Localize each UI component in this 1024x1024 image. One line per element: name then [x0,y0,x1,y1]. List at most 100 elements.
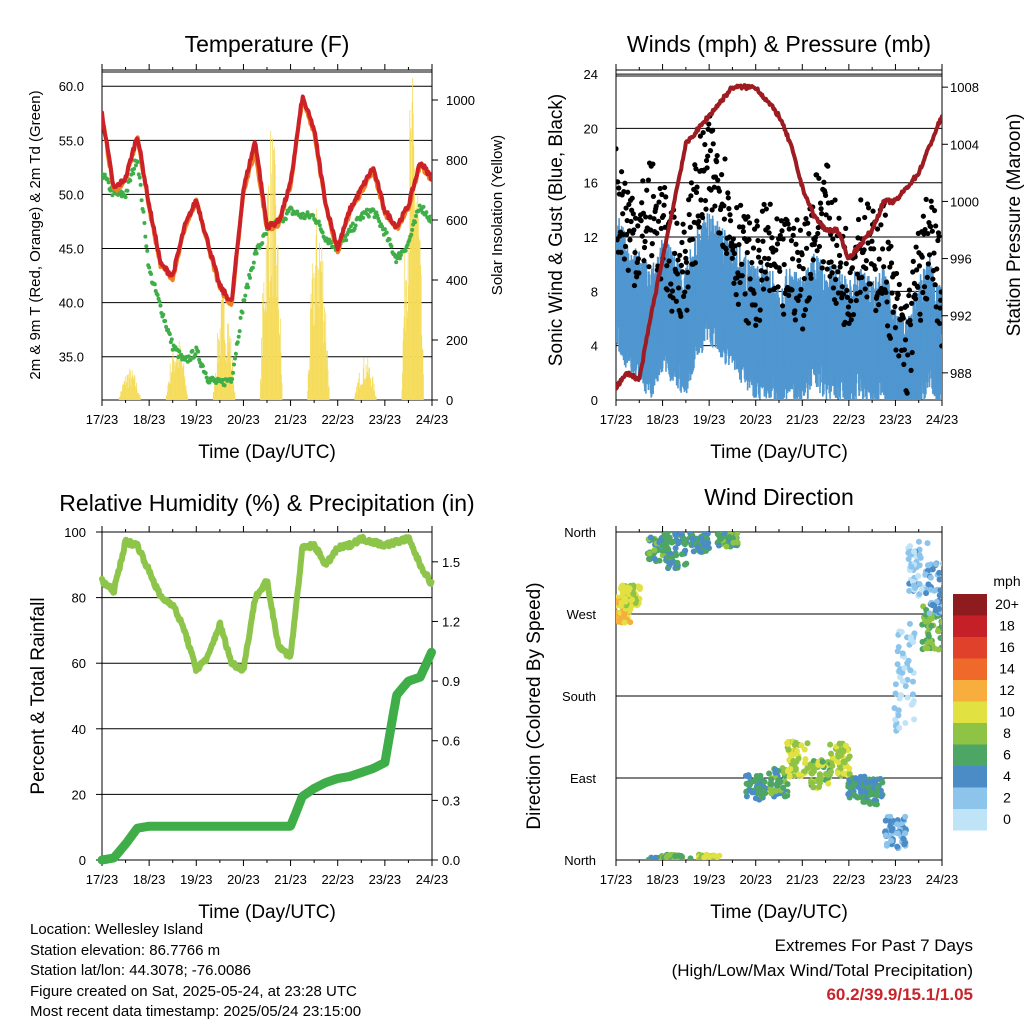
x-tick-label: 21/23 [786,412,819,427]
direction-point [896,668,903,675]
direction-point [895,643,902,650]
gust-point [885,239,891,245]
direction-point [710,852,717,859]
direction-point [790,757,797,764]
y2-tick-label: 992 [950,309,972,324]
direction-point [775,777,782,784]
x-tick-label: 21/23 [274,872,307,887]
gust-point [869,238,875,244]
gust-point [659,191,665,198]
direction-point [672,853,679,860]
extremes-subtitle: (High/Low/Max Wind/Total Precipitation) [671,960,973,980]
gust-point [815,230,821,237]
y-tick-label: 8 [591,284,598,299]
gust-point [627,237,633,243]
dewpoint-point [193,352,198,357]
y2-tick-label: 1000 [950,194,979,209]
direction-point [924,645,931,652]
gust-point [753,322,759,328]
direction-point [933,561,940,568]
gust-point [834,242,840,249]
gust-point [696,224,702,230]
direction-point [906,587,913,594]
direction-point [904,676,911,683]
direction-point [853,775,860,782]
station-info: Location: Wellesley Island Station eleva… [30,920,361,1023]
x-tick-label: 20/23 [739,872,772,887]
gust-point [878,222,884,228]
direction-point [681,536,688,543]
gust-point [816,175,822,181]
direction-point [941,571,942,574]
gust-point [870,208,876,214]
gust-point [681,229,687,235]
dewpoint-point [417,203,422,208]
y2-tick-label: 600 [446,213,468,228]
direction-point [730,539,737,546]
gust-point [700,129,706,136]
gust-point [803,245,810,251]
gust-point [731,280,737,286]
direction-point [828,750,835,757]
gust-point [931,250,937,256]
direction-point [767,789,774,796]
gust-point [661,202,667,208]
gust-point [678,262,684,269]
direction-point [834,769,841,776]
direction-cluster [905,538,932,599]
gust-point [810,257,816,263]
gust-point [630,211,636,217]
plot-area [616,532,951,860]
gust-point [915,284,921,290]
direction-point [906,543,913,550]
dewpoint-point [238,315,243,320]
gust-point [840,291,847,297]
dewpoint-point [348,224,353,229]
gust-point [934,266,940,272]
gust-point [758,259,764,265]
gust-point [817,200,824,206]
gust-point [653,203,659,209]
dewpoint-point [236,334,241,339]
gust-point [703,157,710,164]
dewpoint-point [230,377,235,382]
gust-point [898,306,904,312]
legend-swatch [953,637,987,659]
legend-label: 16 [999,639,1015,655]
direction-point [620,612,627,619]
dewpoint-point [188,357,193,362]
y2-axis-label: Station Pressure (Maroon) [1004,114,1024,337]
gust-point [722,156,728,162]
direction-point [945,596,951,602]
dewpoint-point [384,230,389,235]
gust-point [623,205,629,211]
plot-area [616,83,942,400]
direction-point [944,605,950,611]
gust-point [762,255,768,261]
gust-point [726,206,732,212]
x-tick-label: 21/23 [786,872,819,887]
gust-point [892,325,899,331]
gust-point [901,347,907,353]
direction-point [942,605,948,611]
direction-point [780,784,787,791]
direction-point [851,780,858,787]
gust-point [702,197,709,204]
extremes-title: Extremes For Past 7 Days [774,936,973,955]
gust-point [876,256,882,262]
gust-point [759,277,765,283]
gust-point [793,241,799,247]
direction-point [761,778,768,785]
gust-point [936,233,942,239]
gust-point [832,197,838,203]
gust-point [798,286,804,293]
x-tick-label: 17/23 [600,412,633,427]
direction-point [936,605,942,612]
gust-point [794,217,800,223]
gust-point [714,152,720,159]
gust-point [683,255,689,261]
direction-point [892,681,899,688]
direction-point [723,543,730,550]
gust-point [905,352,911,358]
y-tick-label: 45.0 [59,242,84,257]
